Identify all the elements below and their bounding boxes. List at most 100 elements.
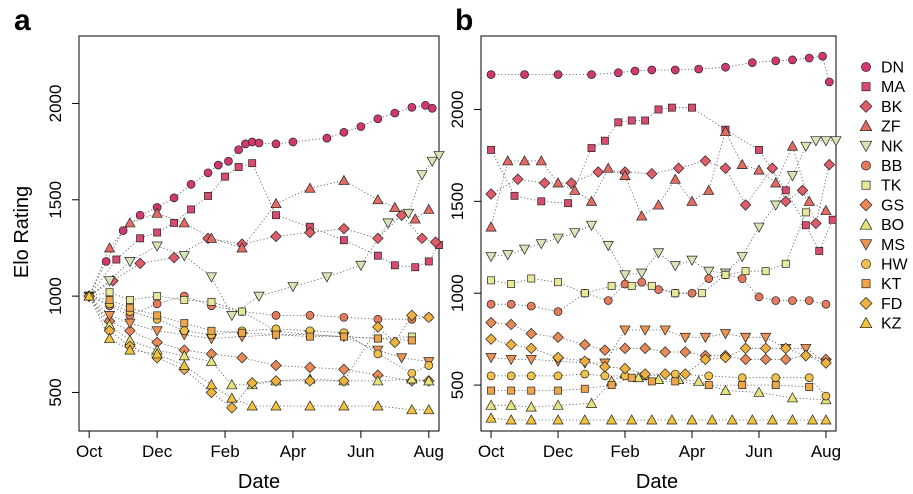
panel-a-letter: a	[14, 4, 31, 37]
legend-symbol-ms	[859, 239, 873, 251]
panel-b-point-fd	[719, 351, 732, 364]
panel-b-point-nk	[636, 268, 648, 279]
panel-b-point-bb	[771, 296, 781, 305]
panel-a-x-tick-label: Feb	[210, 442, 239, 461]
panel-b-plot-frame	[480, 35, 837, 432]
panel-b-point-nk	[800, 141, 812, 152]
panel-a-point-ms	[103, 311, 116, 322]
panel-a-point-fd	[423, 311, 435, 324]
panel-a-point-kz	[372, 400, 384, 411]
panel-b-point-dn	[647, 65, 657, 75]
panel-a-point-bo	[406, 373, 418, 384]
panel-a-series-line-kz	[88, 295, 429, 411]
panel-b-point-tk	[580, 289, 589, 298]
panel-b-point-ms	[739, 332, 752, 344]
panel-a-plot: Oct Dec Feb Apr Jun Aug 500 1000 1500 2000	[46, 35, 445, 461]
panel-a-point-kt	[238, 328, 246, 337]
panel-a-point-ma	[339, 236, 348, 245]
panel-a-point-kz	[83, 290, 95, 301]
legend-label-kt: KT	[881, 276, 902, 293]
panel-a-point-ma	[234, 163, 243, 171]
panel-b-point-dn	[721, 62, 730, 72]
panel-b-series-line-gs	[490, 322, 827, 360]
panel-b-point-ma	[801, 221, 810, 230]
panel-a-x-tick-label: Oct	[76, 442, 103, 461]
panel-a-point-tk	[126, 296, 134, 304]
panel-b-point-zf	[753, 164, 765, 175]
legend-label-ma: MA	[881, 79, 905, 96]
panel-a-point-hw	[407, 368, 417, 378]
panel-a-point-kz	[246, 400, 258, 411]
panel-b-point-dn	[771, 56, 781, 66]
panel-b-point-ma	[537, 197, 546, 206]
panel-b-point-gs	[780, 353, 792, 366]
panel-b-point-bo	[652, 373, 665, 384]
panel-b-point-bb	[526, 301, 536, 311]
panel-b-point-fd	[485, 333, 497, 345]
panel-b-point-dn	[587, 70, 596, 79]
legend-label-bo: BO	[881, 217, 904, 234]
panel-a-point-kt	[272, 330, 280, 339]
panel-b-point-kt	[647, 377, 656, 386]
panel-b-point-zf	[703, 184, 715, 195]
panel-b-point-tk	[507, 280, 516, 288]
panel-b-point-kz	[646, 414, 658, 425]
panel-a-point-hw	[373, 349, 383, 359]
panel-a-point-fd	[304, 375, 316, 387]
panel-b-point-nk	[569, 228, 581, 239]
panel-b-series-line-hw	[491, 373, 827, 397]
legend-symbol-kt	[861, 279, 871, 289]
panel-a-point-bk	[416, 232, 428, 245]
panel-a-point-kz	[423, 404, 435, 415]
panel-a-point-tk	[153, 292, 162, 301]
panel-b-point-nk	[535, 239, 547, 250]
panel-a-series-line-nk	[88, 155, 440, 316]
panel-b-point-fd	[780, 342, 792, 355]
panel-a-point-nk	[151, 241, 163, 252]
panel-b-point-ms	[719, 329, 732, 340]
panel-a-x-axis-title: Date	[238, 471, 280, 493]
panel-b-point-ma	[688, 103, 696, 112]
panel-a-point-bo	[205, 355, 218, 367]
panel-a-point-kt	[306, 332, 314, 341]
panel-b-point-tk	[627, 281, 636, 290]
panel-a-point-nk	[433, 151, 445, 162]
legend-symbol-zf	[859, 119, 873, 132]
panel-b-point-zf	[786, 140, 799, 151]
panel-b-point-gs	[552, 331, 564, 344]
legend-label-tk: TK	[881, 178, 902, 195]
panel-b-point-dn	[553, 70, 563, 79]
panel-a-point-bk	[134, 257, 146, 270]
panel-a-point-bk	[395, 209, 408, 221]
panel-b-point-fd	[800, 349, 812, 362]
panel-b-point-nk	[820, 136, 832, 147]
panel-b-point-kz	[806, 414, 819, 425]
panel-b-point-bo	[505, 399, 517, 410]
panel-b-point-hw	[553, 371, 563, 381]
panel-b-point-tk	[761, 267, 770, 276]
panel-a-point-ma	[204, 192, 212, 200]
panel-b-point-kt	[627, 373, 636, 382]
panel-b-point-kz	[706, 414, 718, 425]
panel-b-point-zf	[619, 169, 631, 181]
panel-a-point-ms	[151, 326, 163, 337]
panel-b-point-nk	[810, 136, 822, 147]
panel-b-point-nk	[770, 200, 782, 211]
panel-b-point-nk	[703, 266, 715, 277]
panel-b-point-bb	[821, 299, 831, 309]
panel-a-plot-frame	[78, 35, 440, 432]
panel-a-point-dn	[224, 156, 233, 166]
panel-a-point-kz	[151, 348, 163, 359]
panel-b-point-kz	[746, 414, 758, 425]
panel-b-point-zf	[686, 195, 698, 206]
panel-b-point-ma	[828, 215, 837, 224]
panel-b-point-zf	[820, 204, 832, 215]
panel-b-point-nk	[485, 252, 497, 263]
panel-b-point-hw	[506, 371, 516, 381]
panel-a-point-zf	[389, 201, 401, 212]
panel-a-point-zf	[304, 182, 316, 193]
panel-b-point-fd	[552, 351, 564, 364]
legend-symbol-tk	[861, 180, 871, 190]
panel-a-point-ma	[272, 211, 280, 220]
panel-b-point-dn	[824, 77, 834, 87]
